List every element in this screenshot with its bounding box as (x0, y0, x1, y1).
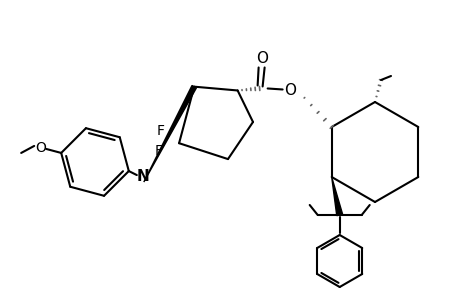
Text: F: F (155, 144, 163, 158)
Polygon shape (144, 85, 196, 182)
Text: O: O (255, 51, 267, 66)
Text: O: O (35, 141, 45, 155)
Polygon shape (331, 177, 342, 216)
Text: N: N (136, 169, 149, 184)
Text: O: O (283, 83, 295, 98)
Text: F: F (157, 124, 165, 138)
